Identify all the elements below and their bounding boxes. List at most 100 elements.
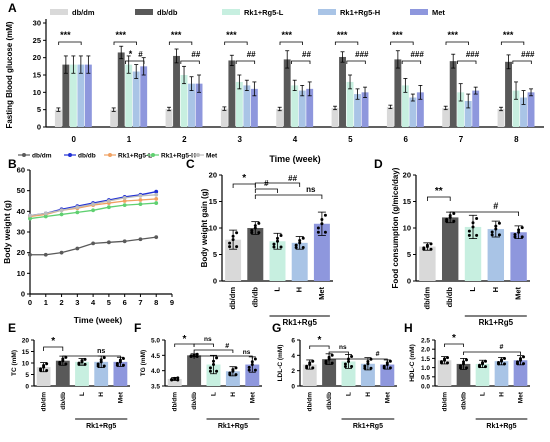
bar	[291, 242, 308, 281]
bar	[513, 360, 528, 386]
legend-marker	[108, 153, 112, 157]
y-tick-label: 5	[37, 105, 41, 114]
x-tick-label: db/db	[461, 392, 468, 410]
x-tick-label: L	[211, 392, 218, 396]
data-point	[496, 360, 500, 364]
x-tick-label: Met	[384, 391, 391, 403]
significance-marker: ns	[306, 185, 316, 194]
x-tick-label: 1	[127, 135, 132, 144]
data-point	[311, 359, 315, 363]
significance-marker: ##	[247, 50, 256, 59]
significance-marker: ###	[355, 50, 369, 59]
data-point	[64, 362, 68, 366]
y-tick-label: 20	[33, 53, 41, 62]
significance-bracket	[232, 183, 256, 188]
data-point	[234, 373, 238, 377]
bar	[132, 71, 140, 127]
significance-marker: #	[264, 179, 269, 188]
y-tick-label: 60	[17, 166, 25, 175]
x-tick-label: H	[499, 392, 506, 397]
legend-label: db/dm	[32, 153, 52, 160]
data-point	[195, 354, 199, 358]
x-tick-label: L	[346, 392, 353, 396]
legend-label: db/db	[157, 8, 178, 17]
data-point	[43, 211, 48, 216]
data-point	[250, 231, 254, 235]
data-point	[298, 241, 302, 245]
data-point	[330, 353, 334, 357]
data-point	[228, 371, 232, 375]
data-point	[475, 233, 479, 237]
significance-marker: ns	[243, 349, 251, 356]
data-point	[91, 241, 96, 246]
data-point	[308, 361, 312, 365]
data-point	[154, 235, 159, 240]
y-tick-label: 6	[291, 338, 295, 345]
group-label: Rk1+Rg5	[86, 423, 116, 430]
data-point	[138, 198, 143, 202]
data-point	[517, 228, 521, 232]
significance-marker: ***	[60, 30, 71, 40]
panel-label-f: F	[134, 321, 141, 335]
y-tick-label: 4.0	[151, 368, 160, 375]
bar	[113, 361, 128, 386]
y-tick-label: 20	[17, 248, 25, 257]
data-point	[106, 199, 111, 203]
bar	[442, 107, 450, 127]
data-point	[99, 360, 103, 364]
data-point	[122, 239, 127, 244]
data-point	[192, 353, 196, 357]
data-point	[446, 356, 450, 360]
bar	[306, 88, 314, 127]
data-point	[471, 225, 475, 229]
significance-bracket	[463, 351, 521, 355]
data-point	[176, 378, 180, 382]
data-point	[465, 358, 469, 362]
data-point	[247, 365, 251, 369]
data-point	[80, 359, 84, 363]
bar	[225, 239, 242, 281]
data-point	[350, 354, 354, 358]
data-point	[294, 245, 298, 249]
significance-marker: ###	[466, 50, 480, 59]
significance-bracket	[449, 211, 519, 216]
x-tick-label: db/dm	[442, 392, 449, 412]
x-tick-label: db/db	[60, 392, 67, 410]
x-tick-label: L	[480, 392, 487, 396]
significance-marker: ***	[392, 30, 403, 40]
significance-bracket	[43, 346, 64, 351]
y-tick-label: 2.5	[421, 338, 430, 345]
bar	[117, 52, 125, 127]
y-tick-label: 15	[22, 349, 30, 356]
significance-bracket	[62, 355, 121, 360]
data-point	[138, 193, 143, 198]
x-tick-label: db/db	[445, 287, 454, 308]
data-point	[212, 363, 215, 367]
data-point	[122, 196, 127, 200]
bar	[250, 88, 258, 127]
data-point	[28, 252, 32, 257]
data-point	[452, 212, 456, 216]
data-point	[154, 192, 159, 197]
group-label: Rk1+Rg5	[218, 423, 248, 430]
data-point	[59, 250, 64, 255]
bar	[449, 61, 457, 128]
data-point	[28, 213, 32, 218]
significance-bracket	[254, 188, 278, 193]
data-point	[477, 363, 481, 367]
data-point	[102, 356, 106, 360]
legend-label: Rk1+Rg5-H	[340, 8, 380, 17]
legend-label: Met	[206, 153, 218, 160]
x-tick-label: Met	[518, 391, 525, 403]
series-line	[30, 236, 157, 256]
bar	[167, 378, 182, 386]
data-point	[301, 245, 305, 249]
legend-marker	[151, 153, 155, 157]
x-tick-label: 7	[459, 135, 464, 144]
data-point	[75, 205, 80, 210]
x-tick-label: db/db	[250, 287, 259, 308]
y-tick-label: 2.0	[421, 347, 430, 354]
data-point	[520, 226, 524, 230]
data-point	[467, 229, 471, 233]
bar	[441, 217, 459, 281]
